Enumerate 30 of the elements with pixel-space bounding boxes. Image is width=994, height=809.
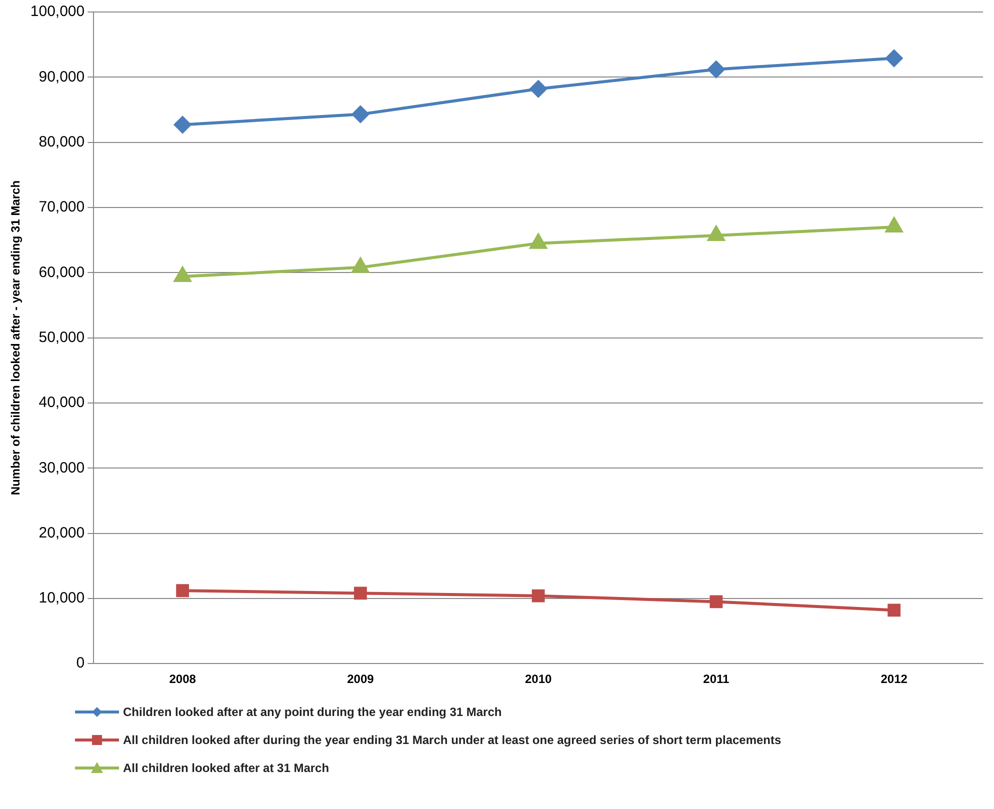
point [708,60,725,78]
legend-label: All children looked after during the year ending 31 March under at least one agreed series of short term placements [123,733,782,747]
y-tick-label: 10,000 [38,590,85,607]
y-tick-label: 100,000 [30,3,85,20]
y-tick-label: 30,000 [38,459,85,476]
point [888,604,901,617]
y-tick-label: 20,000 [38,524,85,542]
x-tick-label: 2011 [703,672,730,686]
legend-label: All children looked after at 31 March [123,761,330,775]
y-tick-label: 60,000 [38,264,85,281]
point [174,116,192,134]
y-tick-label: 40,000 [38,394,85,412]
point [352,106,369,123]
legend-label: Children looked after at any point during the year ending 31 March [123,705,502,719]
y-tick-label: 90,000 [38,68,85,86]
point [354,586,367,600]
y-tick-label: 50,000 [38,328,85,346]
y-tick-label: 0 [76,654,85,672]
x-tick-label: 2008 [169,672,196,686]
point [886,50,903,67]
x-tick-label: 2010 [524,672,552,686]
y-axis-title: Number of children looked after - year ending 31 March [8,180,23,496]
y-tick-label: 80,000 [38,133,85,150]
y-tick-label: 70,000 [38,198,85,216]
x-tick-label: 2012 [880,672,908,686]
point [532,589,545,602]
x-tick-label: 2009 [347,672,374,686]
point [176,584,190,598]
point [710,595,723,608]
point [530,80,547,98]
